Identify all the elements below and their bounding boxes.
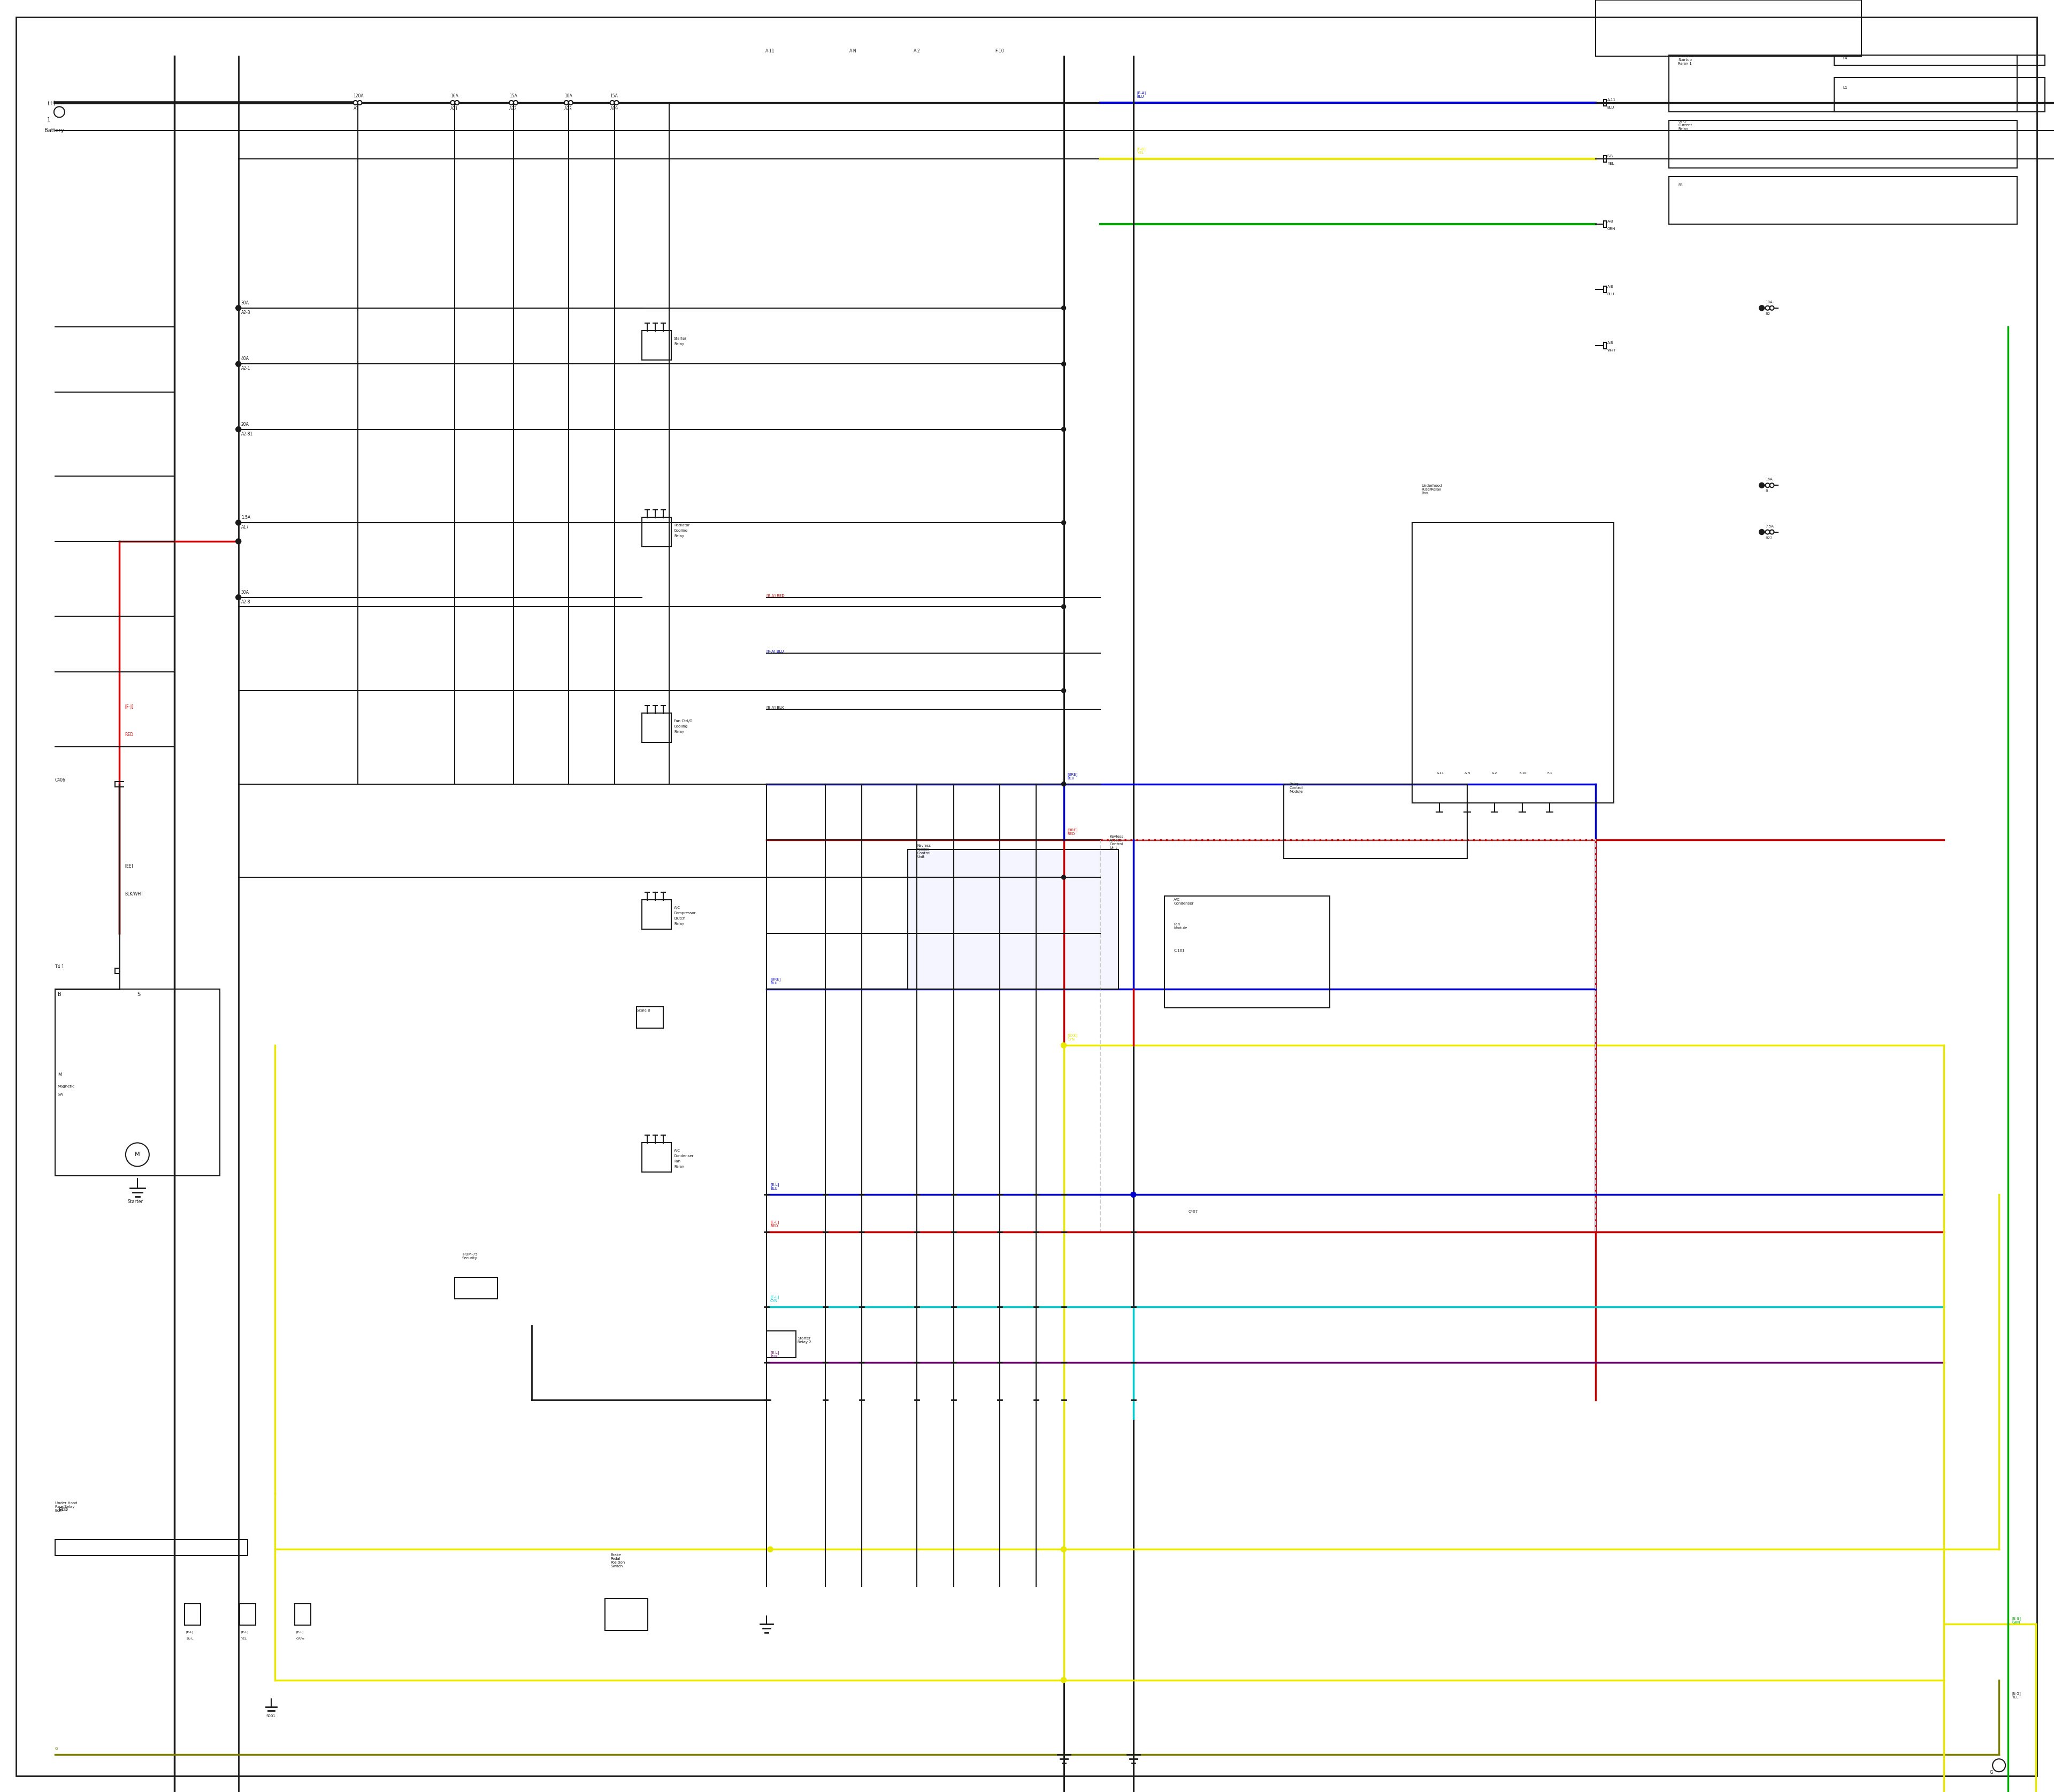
Text: A-11: A-11	[1438, 772, 1444, 774]
Text: B2: B2	[1766, 312, 1771, 315]
Bar	[1165, 896, 1329, 1007]
Bar	[55, 1539, 249, 1555]
Bar	[1834, 77, 2046, 111]
Text: IPDM-75
Security: IPDM-75 Security	[462, 1253, 477, 1260]
Text: [F-B]
YEL: [F-B] YEL	[1138, 147, 1146, 154]
Bar	[766, 1331, 797, 1357]
Text: 16A: 16A	[450, 93, 458, 99]
Bar	[641, 900, 672, 928]
Circle shape	[1062, 1043, 1066, 1048]
Text: A-11: A-11	[1608, 99, 1616, 102]
Text: 30A: 30A	[240, 590, 249, 595]
Circle shape	[236, 539, 240, 545]
Text: Cooling: Cooling	[674, 529, 688, 532]
Text: F-1: F-1	[1547, 772, 1553, 774]
Circle shape	[353, 100, 357, 104]
Text: T4 1: T4 1	[55, 964, 64, 969]
Circle shape	[1062, 1546, 1066, 1552]
Text: S001: S001	[267, 1715, 275, 1717]
Text: A1: A1	[353, 106, 359, 111]
Text: Fan: Fan	[674, 1159, 680, 1163]
Text: F-10: F-10	[994, 48, 1004, 54]
Text: SW: SW	[58, 1093, 64, 1097]
Text: S: S	[138, 993, 140, 998]
Circle shape	[1062, 781, 1066, 787]
Circle shape	[454, 100, 460, 104]
Text: A/C: A/C	[674, 1149, 680, 1152]
Text: Radiator: Radiator	[674, 523, 690, 527]
Text: Fan
Module: Fan Module	[1173, 923, 1187, 930]
Text: [E-L]
BLU: [E-L] BLU	[770, 1183, 778, 1190]
Text: A21: A21	[450, 106, 458, 111]
Bar	[1596, 0, 1861, 56]
Text: Starter: Starter	[127, 1199, 144, 1204]
Text: CAFe: CAFe	[296, 1638, 304, 1640]
Circle shape	[1062, 520, 1066, 525]
Circle shape	[236, 426, 240, 432]
Bar	[55, 989, 220, 1176]
Text: FB: FB	[1678, 183, 1682, 186]
Text: A2-8: A2-8	[240, 600, 251, 604]
Bar	[641, 330, 672, 360]
Text: A2-3: A2-3	[240, 310, 251, 315]
Text: 20A: 20A	[240, 421, 249, 426]
Text: [E-L]
CYN: [E-L] CYN	[770, 1296, 778, 1303]
Text: [E-5]
YEL: [E-5] YEL	[2011, 1692, 2021, 1699]
Bar	[294, 1604, 310, 1625]
Circle shape	[1062, 604, 1066, 609]
Text: GRN: GRN	[1608, 228, 1616, 231]
Text: G: G	[55, 1747, 58, 1751]
Text: [BXK]
CYN: [BXK] CYN	[1068, 1034, 1078, 1041]
Text: WHT: WHT	[1608, 348, 1616, 351]
Text: 10A: 10A	[565, 93, 573, 99]
Text: Magnetic: Magnetic	[58, 1086, 74, 1088]
Circle shape	[1766, 530, 1771, 534]
Text: Relay: Relay	[674, 342, 684, 346]
Text: M: M	[136, 1152, 140, 1158]
Text: YEL: YEL	[1608, 161, 1614, 165]
Circle shape	[1992, 1760, 2005, 1772]
Text: Clutch: Clutch	[674, 918, 686, 919]
Text: Under Hood
Fuse/Relay
Box: Under Hood Fuse/Relay Box	[55, 1502, 78, 1512]
Circle shape	[1771, 484, 1775, 487]
Text: 1.5A: 1.5A	[240, 514, 251, 520]
Text: A23: A23	[565, 106, 573, 111]
Circle shape	[125, 1143, 150, 1167]
Text: 1: 1	[47, 116, 49, 122]
Text: Battery: Battery	[45, 127, 64, 133]
Text: [E-A]
BLU: [E-A] BLU	[1138, 91, 1146, 99]
Circle shape	[236, 520, 240, 525]
Text: A-2: A-2	[1491, 772, 1497, 774]
Text: [E-L]: [E-L]	[240, 1631, 249, 1633]
Text: A-N: A-N	[1465, 772, 1471, 774]
Text: B: B	[1766, 489, 1768, 493]
Text: [BRE]
RED: [BRE] RED	[1068, 828, 1078, 835]
Text: [E-J]: [E-J]	[125, 704, 134, 710]
Circle shape	[1062, 874, 1066, 880]
Bar	[1101, 840, 1596, 1233]
Bar	[1834, 56, 2046, 65]
Text: F-B: F-B	[1608, 154, 1612, 158]
Circle shape	[610, 100, 614, 104]
Bar	[606, 1598, 647, 1631]
Text: 16A: 16A	[1766, 478, 1773, 480]
Circle shape	[1758, 482, 1764, 487]
Text: G: G	[1990, 1770, 1992, 1776]
Text: A/C: A/C	[674, 907, 680, 909]
Text: [E-L]
PUR: [E-L] PUR	[770, 1351, 778, 1358]
Bar	[1413, 523, 1614, 803]
Text: Relay
Control
Module: Relay Control Module	[1290, 783, 1302, 794]
Text: Fan Ctrl/O: Fan Ctrl/O	[674, 719, 692, 722]
Text: 120A: 120A	[353, 93, 364, 99]
Text: BL-L: BL-L	[187, 1638, 193, 1640]
Text: 18A: 18A	[1766, 301, 1773, 303]
Text: Compressor: Compressor	[674, 912, 696, 914]
Text: C406: C406	[55, 778, 66, 783]
Circle shape	[236, 305, 240, 310]
Text: Brake
Pedal
Position
Switch: Brake Pedal Position Switch	[610, 1554, 624, 1568]
Text: [F-A] BLU: [F-A] BLU	[766, 650, 785, 654]
Text: C.101: C.101	[1173, 948, 1185, 952]
Circle shape	[565, 100, 569, 104]
Circle shape	[614, 100, 618, 104]
Text: BLU: BLU	[1608, 292, 1614, 296]
